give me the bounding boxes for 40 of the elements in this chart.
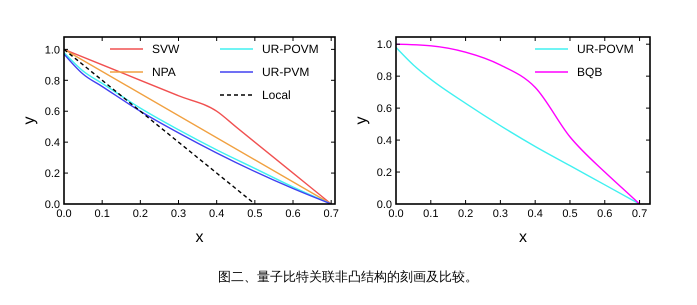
text: 图二、量子比特关联非凸结构的刻画及比较。: [218, 270, 478, 285]
legend-label: Local: [262, 88, 291, 102]
y-axis-title: y: [21, 116, 38, 124]
legend-label: SVW: [152, 42, 180, 56]
y-tick-label: 0.6: [376, 103, 392, 116]
x-tick-label: 0.4: [209, 208, 224, 220]
x-tick-label: 0.3: [492, 208, 508, 220]
x-tick-label: 0.7: [632, 208, 648, 220]
x-tick-label: 0.5: [247, 208, 262, 220]
x-tick-label: 0.0: [388, 208, 404, 220]
x-tick-label: 0.4: [528, 208, 543, 220]
legend-label: BQB: [577, 65, 602, 79]
legend-label: UR-PVM: [262, 65, 310, 79]
y-tick-label: 1.0: [44, 44, 60, 56]
legend-label: UR-POVM: [262, 42, 319, 56]
x-tick-label: 0.0: [56, 208, 72, 220]
y-tick-label: 0.4: [376, 135, 392, 148]
y-tick-label: 0.0: [44, 199, 60, 211]
x-tick-label: 0.6: [285, 208, 301, 220]
y-axis-title: y: [353, 116, 370, 124]
x-axis-title: x: [519, 229, 527, 246]
y-tick-label: 1.0: [376, 39, 392, 52]
x-tick-label: 0.7: [324, 208, 339, 220]
y-tick-label: 0.8: [376, 71, 392, 84]
y-tick-label: 0.2: [44, 168, 60, 180]
x-tick-label: 0.3: [170, 208, 186, 220]
x-tick-label: 0.1: [94, 208, 110, 220]
x-tick-label: 0.5: [562, 208, 578, 220]
x-axis-title: x: [196, 229, 204, 246]
legend-label: NPA: [152, 65, 176, 79]
y-tick-label: 0.8: [44, 75, 60, 88]
x-tick-label: 0.6: [597, 208, 612, 220]
x-tick-label: 0.1: [423, 208, 438, 220]
legend-label: UR-POVM: [577, 42, 634, 56]
x-tick-label: 0.2: [132, 208, 148, 220]
y-tick-label: 0.4: [44, 137, 60, 150]
x-tick-label: 0.2: [458, 208, 474, 220]
y-tick-label: 0.6: [44, 106, 60, 118]
y-tick-label: 0.2: [376, 167, 392, 180]
y-tick-label: 0.0: [376, 199, 392, 211]
